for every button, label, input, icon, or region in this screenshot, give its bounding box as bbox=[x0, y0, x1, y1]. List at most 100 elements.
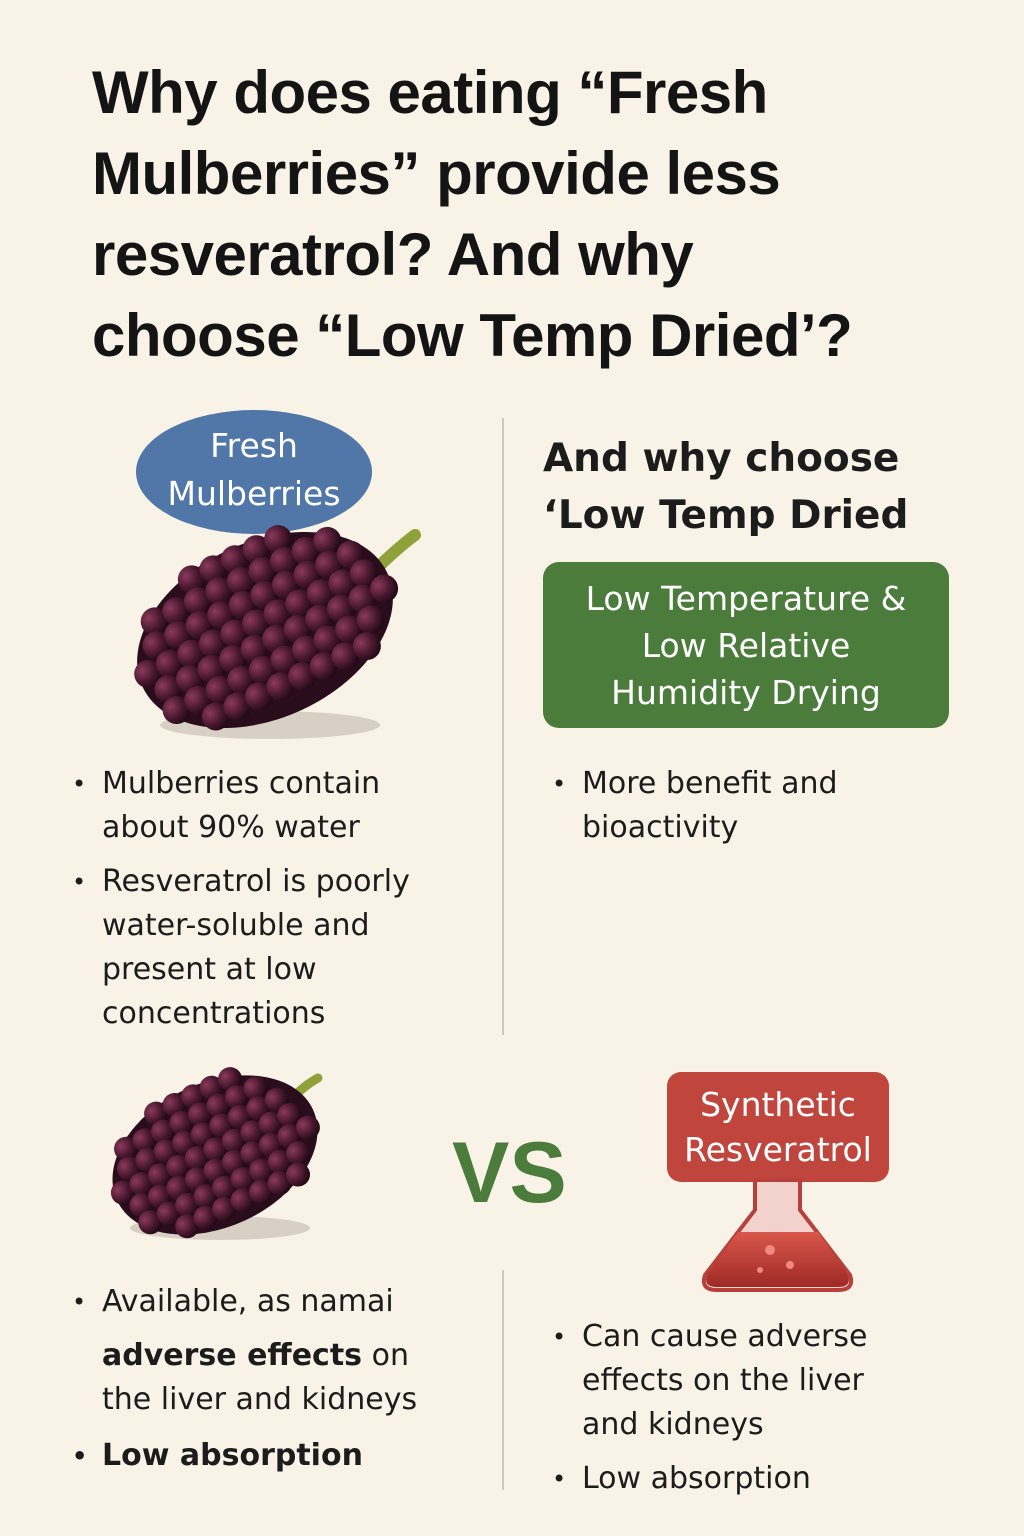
drupelet bbox=[292, 635, 321, 664]
drupelet bbox=[356, 605, 385, 634]
text-line: the liver and kidneys bbox=[102, 1382, 418, 1417]
drupelet bbox=[288, 662, 317, 691]
drupelet bbox=[184, 1146, 209, 1171]
method-box bbox=[543, 562, 949, 728]
drupelet bbox=[223, 692, 252, 721]
drupelet bbox=[230, 1188, 255, 1213]
badge-label: Fresh Mulberries bbox=[136, 422, 372, 518]
drupelet bbox=[370, 574, 399, 603]
drupelet bbox=[156, 1201, 181, 1226]
drupelet bbox=[177, 565, 206, 594]
title-line: Why does eating “Fresh bbox=[92, 59, 768, 126]
drupelet bbox=[264, 525, 293, 554]
drupelet bbox=[263, 599, 292, 628]
drupelet bbox=[313, 526, 342, 555]
text: on bbox=[362, 1338, 409, 1373]
drupelet bbox=[151, 1119, 176, 1144]
method-line: Humidity Drying bbox=[611, 673, 881, 712]
drupelet bbox=[114, 1136, 139, 1161]
drupelet bbox=[203, 1137, 228, 1162]
drupelet bbox=[331, 642, 360, 671]
drupelet bbox=[313, 625, 342, 654]
heading: And why choose ‘Low Temp Dried bbox=[543, 430, 908, 544]
bullet-list: Can cause adverse effects on the liver a… bbox=[552, 1315, 898, 1511]
drupelet bbox=[205, 577, 234, 606]
bullet: Low absorption bbox=[552, 1457, 898, 1501]
drupelet bbox=[205, 675, 234, 704]
bullet: Can cause adverse effects on the liver a… bbox=[552, 1315, 898, 1447]
bullet: Available, as namai bbox=[72, 1280, 478, 1324]
drupelet bbox=[155, 649, 184, 678]
drupelet bbox=[306, 579, 335, 608]
badge-line: Synthetic bbox=[700, 1085, 856, 1124]
mulberry bbox=[110, 1067, 320, 1239]
title-line: Mulberries” provide less bbox=[92, 140, 781, 207]
drupelet bbox=[227, 665, 256, 694]
drupelet bbox=[291, 536, 320, 565]
drupelet bbox=[267, 1171, 292, 1196]
drupelet bbox=[198, 629, 227, 658]
drupelet bbox=[212, 1175, 237, 1200]
drupelet bbox=[166, 1154, 191, 1179]
drupelet bbox=[132, 1128, 157, 1153]
drupelet bbox=[266, 672, 295, 701]
emphasis: adverse effects bbox=[102, 1338, 363, 1373]
drupelet bbox=[134, 659, 163, 688]
bullet-list: More benefit and bioactivity bbox=[552, 762, 878, 860]
drupelet bbox=[169, 1110, 194, 1135]
drupelet bbox=[201, 702, 230, 731]
drupelet bbox=[175, 1193, 200, 1218]
badge bbox=[667, 1072, 889, 1182]
title: Why does eating “Fresh Mulberries” provi… bbox=[92, 52, 853, 376]
drupelet bbox=[349, 559, 378, 588]
drupelet bbox=[183, 587, 212, 616]
drupelet bbox=[162, 696, 191, 725]
drupelet bbox=[224, 1085, 249, 1110]
method-line: Low Relative bbox=[641, 626, 851, 665]
badge-label: Synthetic Resveratrol bbox=[667, 1082, 889, 1172]
mulberry bbox=[134, 525, 399, 731]
flask bbox=[701, 1178, 854, 1292]
drupelet bbox=[295, 1115, 320, 1140]
title-line: resveratrol? And why bbox=[92, 221, 694, 288]
badge-line: Mulberries bbox=[167, 474, 341, 513]
drupelet bbox=[175, 1214, 200, 1239]
drupelet bbox=[129, 1172, 154, 1197]
drupelet bbox=[258, 1111, 283, 1136]
drupelet bbox=[248, 655, 277, 684]
drupelet bbox=[285, 589, 314, 618]
drupelet bbox=[249, 1158, 274, 1183]
drupelet bbox=[335, 615, 364, 644]
text-line: adverse effects on bbox=[78, 1334, 478, 1378]
drupelet bbox=[242, 535, 271, 564]
drupelet bbox=[270, 645, 299, 674]
drupelet bbox=[249, 1179, 274, 1204]
drupelet bbox=[110, 1180, 135, 1205]
drupelet bbox=[184, 685, 213, 714]
drupelet bbox=[277, 1103, 302, 1128]
natural-list: Available, as namai adverse effects on t… bbox=[72, 1280, 478, 1488]
heading-line: And why choose bbox=[543, 436, 900, 481]
drupelet bbox=[230, 1167, 255, 1192]
drupelet bbox=[212, 1197, 237, 1222]
method-label: Low Temperature & Low Relative Humidity … bbox=[543, 575, 949, 716]
drupelet bbox=[147, 1163, 172, 1188]
drupelet bbox=[243, 1076, 268, 1101]
drupelet bbox=[286, 1141, 311, 1166]
drupelet bbox=[226, 567, 255, 596]
drupelet bbox=[242, 609, 271, 638]
drupelet bbox=[193, 1184, 218, 1209]
drupelet bbox=[309, 652, 338, 681]
drupelet bbox=[206, 1093, 231, 1118]
drupelet bbox=[193, 1205, 218, 1230]
drupelet bbox=[188, 1102, 213, 1127]
drupelet bbox=[352, 632, 381, 661]
drupelet bbox=[245, 682, 274, 711]
badge-line: Resveratrol bbox=[684, 1130, 872, 1169]
drupelet bbox=[220, 619, 249, 648]
bullet: Resveratrol is poorly water-soluble and … bbox=[72, 860, 438, 1036]
drupelet bbox=[328, 569, 357, 598]
drupelet bbox=[138, 1210, 163, 1235]
